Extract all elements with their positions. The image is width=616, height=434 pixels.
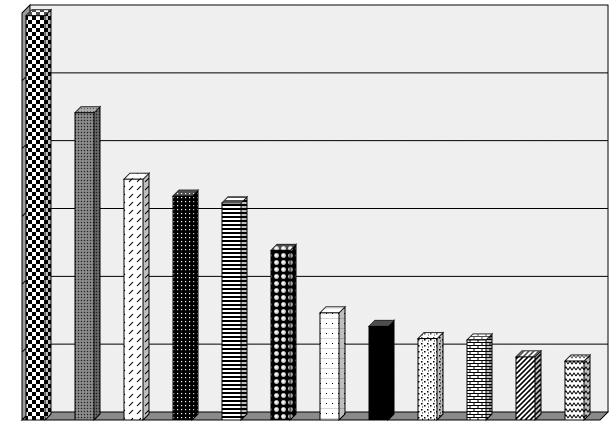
bar-top-light — [173, 190, 198, 197]
bar-side-shade — [535, 350, 541, 420]
bar-side-shade — [437, 332, 443, 420]
bar-top-light — [320, 306, 345, 313]
bar — [73, 105, 102, 422]
bar-top-light — [222, 196, 247, 203]
bar-top-light — [124, 173, 149, 180]
bar-side-shade — [290, 244, 296, 420]
bar-front — [564, 360, 585, 421]
bar-front — [515, 356, 536, 421]
bar-side-shade — [584, 354, 590, 420]
bar-top-light — [369, 320, 394, 327]
bar — [220, 195, 249, 422]
bar-front — [368, 325, 389, 421]
bar-side-shade — [94, 106, 100, 420]
bar — [122, 171, 151, 422]
bar — [171, 188, 200, 422]
bar-front — [25, 15, 46, 421]
bar-top-light — [26, 9, 51, 16]
bar-top-light — [467, 333, 492, 340]
bar-side-shade — [241, 196, 247, 420]
bar-top-light — [75, 106, 100, 113]
bar-front — [417, 338, 438, 421]
bar-side-shade — [388, 320, 394, 420]
bar-front — [74, 112, 95, 421]
bar-front — [172, 195, 193, 421]
bar-front — [466, 339, 487, 421]
bar-top-light — [418, 332, 443, 339]
bar-side-shade — [192, 190, 198, 420]
bars — [24, 8, 592, 422]
bar-front — [123, 178, 144, 421]
bar-side-shade — [143, 173, 149, 420]
bar-top-light — [565, 354, 590, 361]
bar — [465, 332, 494, 422]
bar-front — [221, 202, 242, 421]
bar — [416, 331, 445, 422]
bar-side-shade — [486, 333, 492, 420]
bar-side-shade — [45, 9, 51, 421]
bar — [514, 349, 543, 422]
bar — [318, 305, 347, 422]
bar — [563, 353, 592, 422]
bar — [269, 243, 298, 422]
bar-top-light — [516, 350, 541, 357]
bar-top-light — [271, 244, 296, 251]
bar-side-shade — [339, 306, 345, 420]
bar-front — [270, 249, 291, 421]
bar-front — [319, 312, 340, 421]
bar — [24, 8, 53, 422]
bar — [367, 319, 396, 422]
